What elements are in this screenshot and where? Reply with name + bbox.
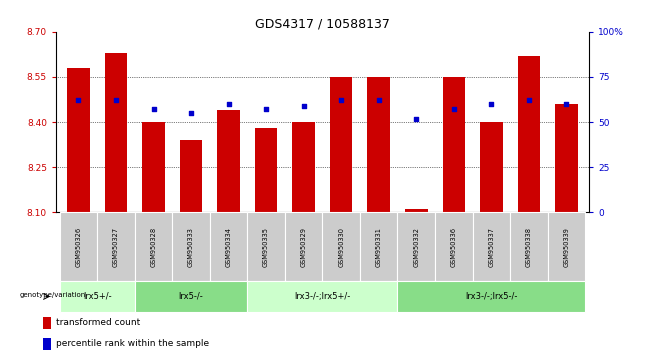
Text: GSM950332: GSM950332 [413, 227, 419, 267]
Text: GSM950331: GSM950331 [376, 227, 382, 267]
Point [73, 98, 84, 103]
Bar [247, 212, 285, 281]
Text: GSM950330: GSM950330 [338, 227, 344, 267]
Point [186, 110, 196, 116]
Point [111, 98, 121, 103]
Point [374, 98, 384, 103]
Bar [43, 338, 51, 350]
Bar [135, 281, 247, 312]
Text: GSM950337: GSM950337 [488, 227, 494, 267]
Bar [518, 56, 540, 212]
Bar [97, 212, 135, 281]
Bar [180, 140, 202, 212]
Point [148, 107, 159, 112]
Point [298, 103, 309, 109]
Bar [135, 212, 172, 281]
Text: genotype/variation: genotype/variation [20, 292, 86, 298]
Text: percentile rank within the sample: percentile rank within the sample [56, 339, 209, 348]
Text: lrx5-/-: lrx5-/- [179, 292, 203, 301]
Point [223, 101, 234, 107]
Text: GSM950338: GSM950338 [526, 227, 532, 267]
Bar [397, 281, 585, 312]
Bar [60, 281, 135, 312]
Point [524, 98, 534, 103]
Bar [60, 212, 97, 281]
Point [261, 107, 271, 112]
Text: GSM950326: GSM950326 [76, 227, 82, 267]
Text: GSM950327: GSM950327 [113, 227, 119, 267]
Bar [360, 212, 397, 281]
Bar [472, 212, 510, 281]
Text: GSM950329: GSM950329 [301, 227, 307, 267]
Bar [510, 212, 547, 281]
Bar [217, 110, 240, 212]
Bar [397, 212, 435, 281]
Bar [405, 210, 428, 212]
Text: GSM950334: GSM950334 [226, 227, 232, 267]
Text: GSM950336: GSM950336 [451, 227, 457, 267]
Text: lrx3-/-;lrx5-/-: lrx3-/-;lrx5-/- [465, 292, 517, 301]
Bar [555, 104, 578, 212]
Point [561, 101, 572, 107]
Point [411, 116, 422, 121]
Bar [172, 212, 210, 281]
Bar [43, 316, 51, 329]
Text: GSM950333: GSM950333 [188, 227, 194, 267]
Point [336, 98, 347, 103]
Bar [247, 281, 397, 312]
Text: GSM950335: GSM950335 [263, 227, 269, 267]
Text: GSM950328: GSM950328 [151, 227, 157, 267]
Bar [322, 212, 360, 281]
Bar [285, 212, 322, 281]
Bar [255, 128, 278, 212]
Bar [443, 77, 465, 212]
Title: GDS4317 / 10588137: GDS4317 / 10588137 [255, 18, 390, 31]
Bar [435, 212, 472, 281]
Point [449, 107, 459, 112]
Bar [210, 212, 247, 281]
Text: lrx3-/-;lrx5+/-: lrx3-/-;lrx5+/- [294, 292, 351, 301]
Bar [105, 53, 127, 212]
Text: GSM950339: GSM950339 [563, 227, 569, 267]
Text: lrx5+/-: lrx5+/- [83, 292, 111, 301]
Bar [142, 122, 164, 212]
Bar [67, 68, 89, 212]
Point [486, 101, 497, 107]
Bar [367, 77, 390, 212]
Bar [292, 122, 315, 212]
Bar [547, 212, 585, 281]
Text: transformed count: transformed count [56, 318, 140, 327]
Bar [330, 77, 353, 212]
Bar [480, 122, 503, 212]
